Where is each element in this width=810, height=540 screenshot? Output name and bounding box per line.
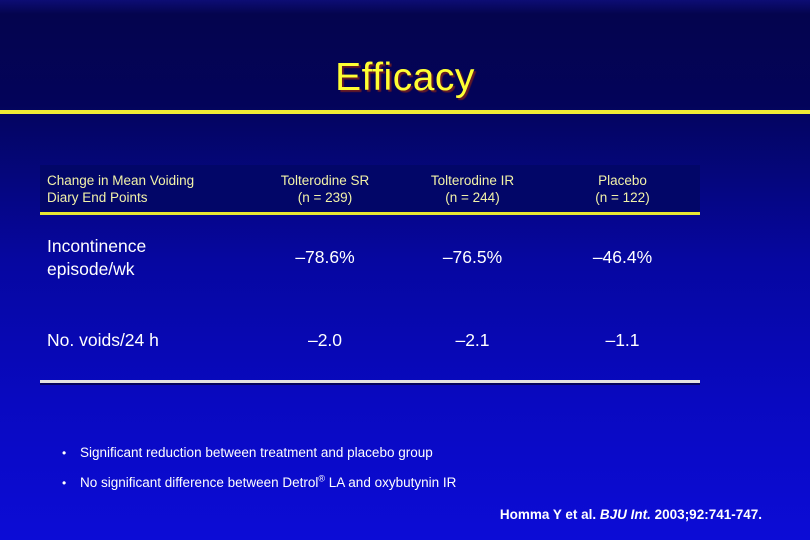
bullet-text-segment: No significant difference between Detrol: [80, 474, 319, 490]
header-line: Tolterodine IR: [430, 173, 515, 188]
header-line: Placebo: [598, 173, 647, 188]
table-header-cell-tolterodine-sr: Tolterodine SR (n = 239): [250, 172, 400, 206]
table-row-incontinence: Incontinence episode/wk –78.6% –76.5% –4…: [40, 215, 700, 300]
citation: Homma Y et al. BJU Int. 2003;92:741-747.: [500, 507, 762, 522]
registered-trademark-symbol: ®: [318, 473, 326, 483]
cell-value: –2.1: [455, 329, 490, 350]
citation-journal: BJU Int.: [599, 507, 651, 522]
row-label: Incontinence episode/wk: [47, 235, 147, 279]
bullet-text: Significant reduction between treatment …: [80, 445, 433, 460]
header-line: (n = 239): [297, 190, 353, 205]
cell-value: –1.1: [605, 329, 640, 350]
table-header-row: Change in Mean Voiding Diary End Points …: [40, 165, 700, 215]
bullet-icon: •: [62, 475, 67, 490]
bullet-text-segment: LA and oxybutynin IR: [325, 474, 457, 490]
bullet-icon: •: [62, 446, 67, 460]
bullet-item: • Significant reduction between treatment…: [62, 440, 456, 466]
bullet-text: No significant difference between Detrol…: [80, 473, 457, 490]
cell-value: –78.6%: [295, 247, 355, 267]
table-header-cell-tolterodine-ir: Tolterodine IR (n = 244): [400, 172, 545, 206]
table-header-cell-endpoints: Change in Mean Voiding Diary End Points: [40, 172, 250, 206]
title-divider-rule: [0, 110, 810, 114]
header-line: (n = 244): [445, 190, 500, 205]
table-bottom-rule: [40, 380, 700, 383]
bullet-list: • Significant reduction between treatment…: [62, 440, 456, 496]
table-header-cell-placebo: Placebo (n = 122): [545, 172, 700, 206]
header-line: Tolterodine SR: [280, 173, 370, 188]
header-line: Change in Mean Voiding: [47, 173, 195, 188]
bullet-item: • No significant difference between Detro…: [62, 466, 456, 496]
slide-title: Efficacy: [335, 56, 475, 99]
citation-authors: Homma Y et al.: [499, 507, 600, 522]
header-line: (n = 122): [595, 190, 650, 205]
table-row-voids: No. voids/24 h –2.0 –2.1 –1.1: [40, 300, 700, 380]
cell-value: –2.0: [307, 329, 343, 350]
cell-value: –76.5%: [442, 247, 503, 267]
efficacy-table: Change in Mean Voiding Diary End Points …: [40, 165, 700, 383]
row-label: No. voids/24 h: [47, 329, 159, 350]
cell-value: –46.4%: [592, 247, 653, 267]
citation-reference: 2003;92:741-747.: [650, 507, 762, 522]
header-line: Diary End Points: [47, 190, 148, 205]
